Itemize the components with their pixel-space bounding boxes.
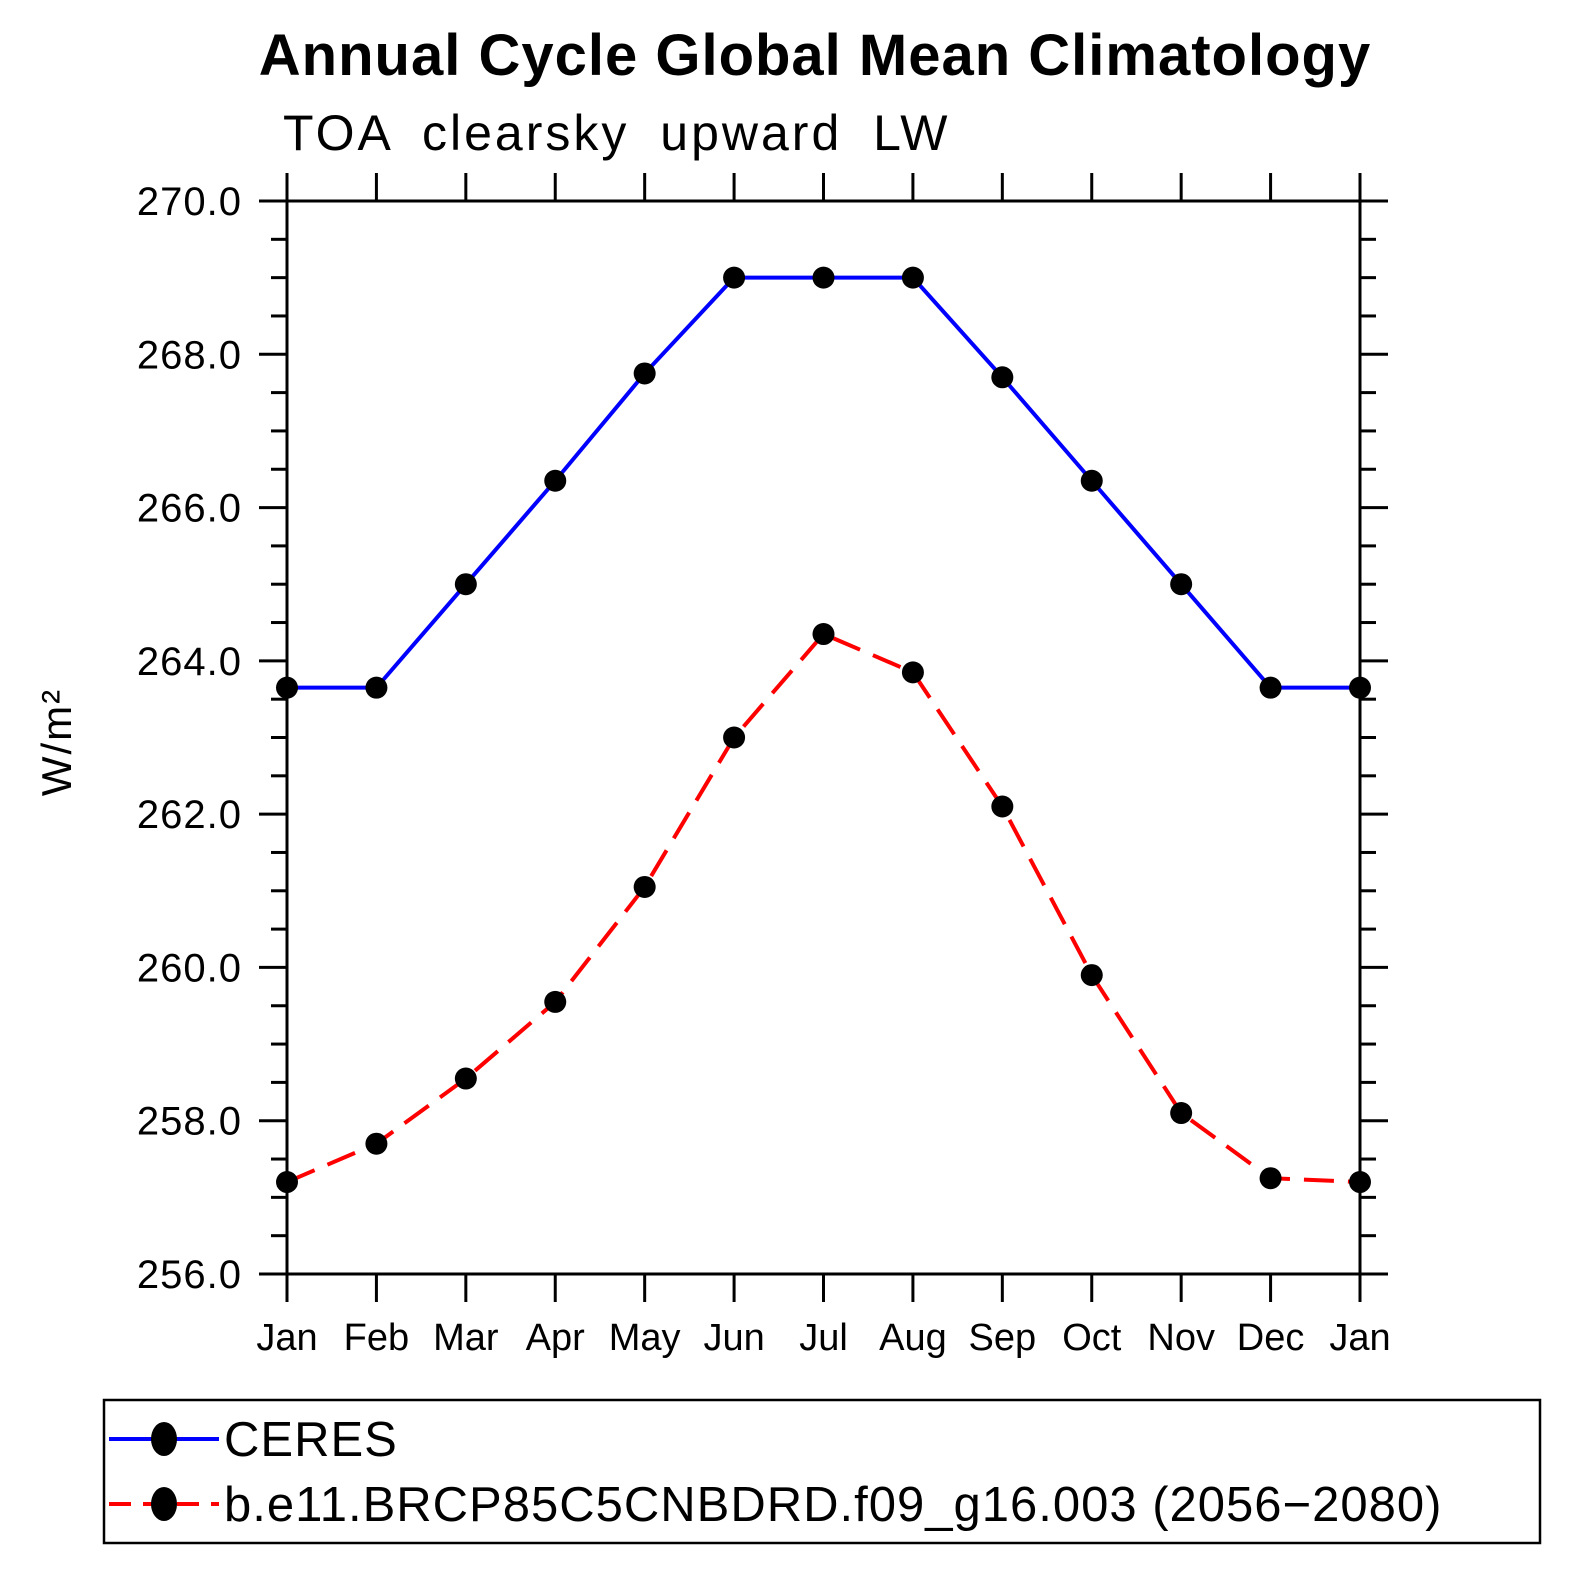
data-point	[901, 266, 924, 289]
data-point	[723, 266, 746, 289]
data-point	[454, 1067, 477, 1090]
x-axis-tick-label: Jul	[799, 1317, 848, 1359]
plot-frame	[285, 199, 1362, 1276]
x-axis-tick-label: Feb	[344, 1317, 409, 1359]
y-axis-tick-label: 270.0	[137, 180, 242, 224]
data-point	[1170, 573, 1193, 596]
data-point	[365, 676, 388, 699]
y-axis-ticks	[259, 199, 1388, 1276]
y-axis-tick-label: 256.0	[137, 1253, 242, 1297]
x-axis-tick-labels: Jan Feb Mar Apr May Jun Jul Aug Sep Oct Nov Dec Jan	[256, 1317, 1390, 1359]
data-point	[1259, 676, 1282, 699]
y-axis-tick-labels: 256.0 258.0 260.0 262.0 264.0 266.0 268.0 270.0	[137, 180, 242, 1297]
plot-border	[285, 199, 1362, 1276]
x-axis-tick-label: Mar	[433, 1317, 499, 1359]
data-point	[1170, 1102, 1193, 1125]
chart-title: Annual Cycle Global Mean Climatology	[258, 23, 1372, 88]
data-point	[991, 366, 1014, 389]
x-axis-tick-label: Jan	[256, 1317, 317, 1359]
x-axis-tick-label: Nov	[1147, 1317, 1215, 1359]
y-axis-tick-label: 268.0	[137, 333, 242, 377]
x-axis-tick-label: Oct	[1062, 1317, 1122, 1359]
legend-marker	[151, 1487, 177, 1521]
x-axis-tick-label: Jun	[703, 1317, 764, 1359]
data-point	[454, 573, 477, 596]
model-line	[286, 631, 1361, 1185]
data-point	[1080, 964, 1103, 987]
legend-marker	[151, 1422, 177, 1456]
x-axis-tick-label: Aug	[879, 1317, 947, 1359]
data-point	[812, 623, 835, 646]
x-axis-ticks	[285, 173, 1362, 1302]
data-point	[1080, 469, 1103, 492]
x-axis-tick-label: Jan	[1329, 1317, 1390, 1359]
data-series	[276, 266, 1371, 1194]
data-point	[901, 661, 924, 684]
legend-label: CERES	[224, 1413, 398, 1467]
x-axis-tick-label: Apr	[526, 1317, 585, 1359]
data-point	[365, 1132, 388, 1155]
data-point	[812, 266, 835, 289]
data-point	[544, 469, 567, 492]
data-point	[991, 795, 1014, 818]
data-point	[276, 676, 298, 699]
data-point	[1259, 1167, 1282, 1190]
data-point	[1349, 1171, 1371, 1194]
data-point	[633, 875, 656, 898]
x-axis-tick-label: Sep	[969, 1317, 1037, 1359]
data-point	[544, 990, 567, 1013]
y-axis-tick-label: 266.0	[137, 487, 242, 531]
x-axis-tick-label: Dec	[1237, 1317, 1305, 1359]
data-point	[723, 726, 746, 749]
data-point	[1349, 676, 1371, 699]
chart-subtitle: TOA clearsky upward LW	[283, 105, 951, 161]
legend-box	[102, 1398, 1542, 1545]
x-axis-tick-label: May	[609, 1317, 681, 1359]
y-axis-tick-label: 264.0	[137, 640, 242, 684]
y-axis-tick-label: 262.0	[137, 793, 242, 837]
legend-label: b.e11.BRCP85C5CNBDRD.f09_g16.003 (2056−2…	[224, 1478, 1442, 1532]
y-axis-tick-label: 258.0	[137, 1100, 242, 1144]
y-axis-tick-label: 260.0	[137, 946, 242, 990]
legend: CERES b.e11.BRCP85C5CNBDRD.f09_g16.003 (2…	[102, 1398, 1542, 1545]
data-point	[633, 362, 656, 385]
data-point	[276, 1171, 298, 1194]
